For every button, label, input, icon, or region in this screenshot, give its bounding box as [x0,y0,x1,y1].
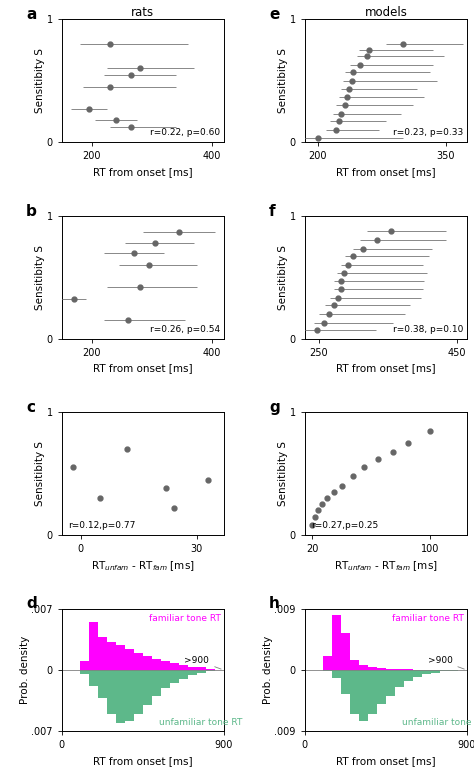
Bar [125,670,134,721]
X-axis label: RT$_{unfam}$ - RT$_{fam}$ [ms]: RT$_{unfam}$ - RT$_{fam}$ [ms] [334,560,438,574]
Bar [422,670,431,674]
Y-axis label: Prob. density: Prob. density [263,636,273,704]
Bar [179,670,188,679]
Bar [161,670,170,687]
Bar [107,642,116,670]
X-axis label: RT from onset [ms]: RT from onset [ms] [93,166,192,176]
Bar [377,670,386,704]
Bar [395,670,404,687]
Bar [323,656,332,670]
Text: r=0.27,p=0.25: r=0.27,p=0.25 [311,521,379,530]
Bar [80,670,89,674]
Bar [413,670,422,677]
X-axis label: RT from onset [ms]: RT from onset [ms] [336,166,436,176]
Text: r=0.22, p=0.60: r=0.22, p=0.60 [150,128,220,137]
Bar [116,670,125,723]
Text: d: d [26,597,36,611]
Bar [440,670,449,671]
Bar [386,669,395,670]
Bar [170,663,179,670]
Bar [359,670,368,721]
X-axis label: RT$_{unfam}$ - RT$_{fam}$ [ms]: RT$_{unfam}$ - RT$_{fam}$ [ms] [91,560,194,574]
Bar [125,649,134,670]
Y-axis label: Sensitibity S: Sensitibity S [35,245,45,310]
Bar [143,670,152,705]
Bar [161,661,170,670]
Bar [116,646,125,670]
Y-axis label: Sensitibity S: Sensitibity S [35,441,45,506]
Bar [377,668,386,670]
Text: familiar tone RT: familiar tone RT [149,614,220,622]
Bar [89,622,98,670]
Text: >900: >900 [184,656,221,669]
Bar [188,666,197,670]
Bar [350,659,359,670]
X-axis label: RT from onset [ms]: RT from onset [ms] [93,363,192,373]
Bar [332,615,341,670]
Bar [206,670,215,671]
Bar [98,637,107,670]
Bar [197,667,206,670]
Y-axis label: Prob. density: Prob. density [20,636,30,704]
Title: models: models [365,6,407,19]
Bar [332,670,341,678]
Bar [359,665,368,670]
Text: e: e [269,7,280,22]
Y-axis label: Sensitibity S: Sensitibity S [278,441,288,506]
Bar [179,665,188,670]
Title: rats: rats [131,6,154,19]
Bar [143,656,152,670]
Text: h: h [269,597,280,611]
Bar [323,670,332,671]
Text: >900: >900 [428,656,465,669]
Text: unfamiliar tone RT: unfamiliar tone RT [159,717,242,727]
Bar [188,670,197,675]
Bar [98,670,107,698]
Bar [197,670,206,673]
Bar [350,670,359,714]
Bar [134,652,143,670]
Y-axis label: Sensitibity S: Sensitibity S [278,245,288,310]
Bar [134,670,143,714]
Bar [89,670,98,686]
Bar [152,659,161,670]
Bar [341,670,350,694]
X-axis label: RT from onset [ms]: RT from onset [ms] [336,363,436,373]
Text: r=0.23, p=0.33: r=0.23, p=0.33 [393,128,464,137]
Bar [368,666,377,670]
Y-axis label: Sensitibity S: Sensitibity S [35,48,45,113]
Bar [431,670,440,673]
Text: familiar tone RT: familiar tone RT [392,614,464,622]
Text: c: c [26,400,35,415]
Bar [404,670,413,681]
Bar [341,632,350,670]
Bar [107,670,116,714]
Text: f: f [269,204,276,218]
X-axis label: RT from onset [ms]: RT from onset [ms] [336,756,436,766]
Bar [152,670,161,697]
Text: r=0.12,p=0.77: r=0.12,p=0.77 [68,521,136,530]
X-axis label: RT from onset [ms]: RT from onset [ms] [93,756,192,766]
Y-axis label: Sensitibity S: Sensitibity S [278,48,288,113]
Bar [386,670,395,696]
Text: unfamiliar tone RT: unfamiliar tone RT [402,717,474,727]
Text: a: a [26,7,36,22]
Text: r=0.26, p=0.54: r=0.26, p=0.54 [150,324,220,334]
Text: g: g [269,400,280,415]
Bar [80,661,89,670]
Text: r=0.38, p=0.10: r=0.38, p=0.10 [393,324,464,334]
Bar [170,670,179,683]
Text: b: b [26,204,37,218]
Bar [368,670,377,714]
